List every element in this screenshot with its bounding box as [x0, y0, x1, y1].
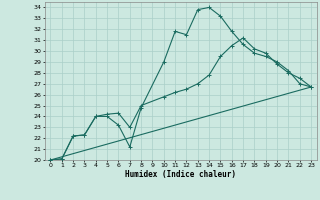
X-axis label: Humidex (Indice chaleur): Humidex (Indice chaleur)	[125, 170, 236, 179]
